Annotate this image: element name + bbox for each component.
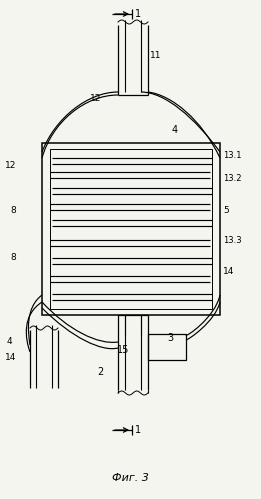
Text: 13.2: 13.2 <box>223 174 241 183</box>
Text: 14: 14 <box>5 353 16 362</box>
Text: 2: 2 <box>97 367 103 377</box>
Text: 14: 14 <box>223 267 234 276</box>
Bar <box>148 334 186 360</box>
Text: 4: 4 <box>7 337 13 346</box>
Text: 3: 3 <box>167 333 173 343</box>
Bar <box>42 143 220 315</box>
Text: 1: 1 <box>135 425 141 435</box>
Text: 8: 8 <box>10 206 16 215</box>
Text: 13.3: 13.3 <box>223 236 242 245</box>
Text: Фиг. 3: Фиг. 3 <box>111 473 149 483</box>
Text: 8: 8 <box>10 253 16 262</box>
Bar <box>50 149 212 309</box>
Text: 11: 11 <box>150 50 162 59</box>
Text: 12: 12 <box>5 161 16 170</box>
Text: 15: 15 <box>117 345 129 355</box>
Text: 1: 1 <box>135 9 141 19</box>
Text: 4: 4 <box>172 125 178 135</box>
Text: 5: 5 <box>223 206 229 215</box>
Text: 13.1: 13.1 <box>223 151 241 160</box>
Text: 12: 12 <box>90 93 101 102</box>
